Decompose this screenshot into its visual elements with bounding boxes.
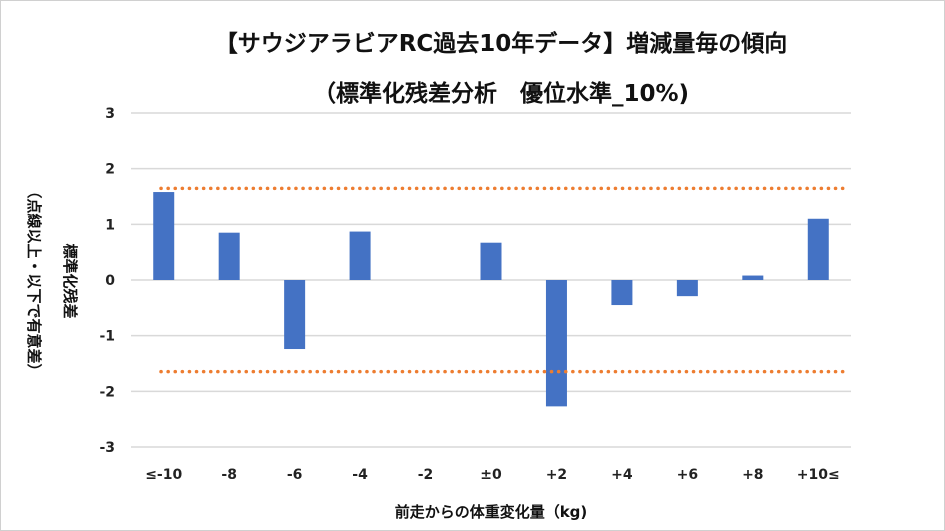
- x-tick-label: -4: [352, 467, 368, 483]
- x-tick-label: +10≤: [797, 467, 840, 483]
- x-tick-label: +2: [546, 467, 567, 483]
- x-tick-label: +8: [742, 467, 763, 483]
- bar: [742, 275, 764, 280]
- bar: [218, 232, 240, 280]
- x-tick-label: ±0: [480, 467, 502, 483]
- x-tick-label: -8: [221, 467, 237, 483]
- chart-title: 【サウジアラビアRC過去10年データ】増減量毎の傾向: [215, 30, 788, 57]
- y-tick-label: 3: [105, 106, 115, 122]
- bar: [153, 192, 175, 280]
- y-tick-label: 0: [105, 273, 115, 289]
- bar: [807, 218, 829, 280]
- y-tick-label: 2: [105, 162, 115, 178]
- bar: [545, 280, 567, 407]
- bar: [611, 280, 633, 306]
- bar: [349, 231, 371, 280]
- bar: [676, 280, 698, 297]
- x-axis-title: 前走からの体重変化量（kg): [395, 503, 588, 521]
- y-tick-label: -1: [99, 329, 115, 345]
- x-tick-label: +4: [611, 467, 633, 483]
- y-tick-label: 1: [105, 217, 115, 233]
- x-tick-label: -6: [287, 467, 303, 483]
- x-tick-label: -2: [418, 467, 434, 483]
- y-axis-title: 標準化残差: [61, 243, 79, 318]
- y-axis-note: （点線以上・以下で有意差）: [25, 183, 43, 378]
- y-tick-label: -3: [99, 440, 115, 456]
- bar: [284, 280, 306, 350]
- chart-subtitle: （標準化残差分析 優位水準_10%): [313, 80, 689, 107]
- y-tick-label: -2: [99, 384, 115, 400]
- bar: [480, 242, 502, 280]
- x-tick-label: ≤-10: [145, 467, 182, 483]
- x-tick-label: +6: [677, 467, 698, 483]
